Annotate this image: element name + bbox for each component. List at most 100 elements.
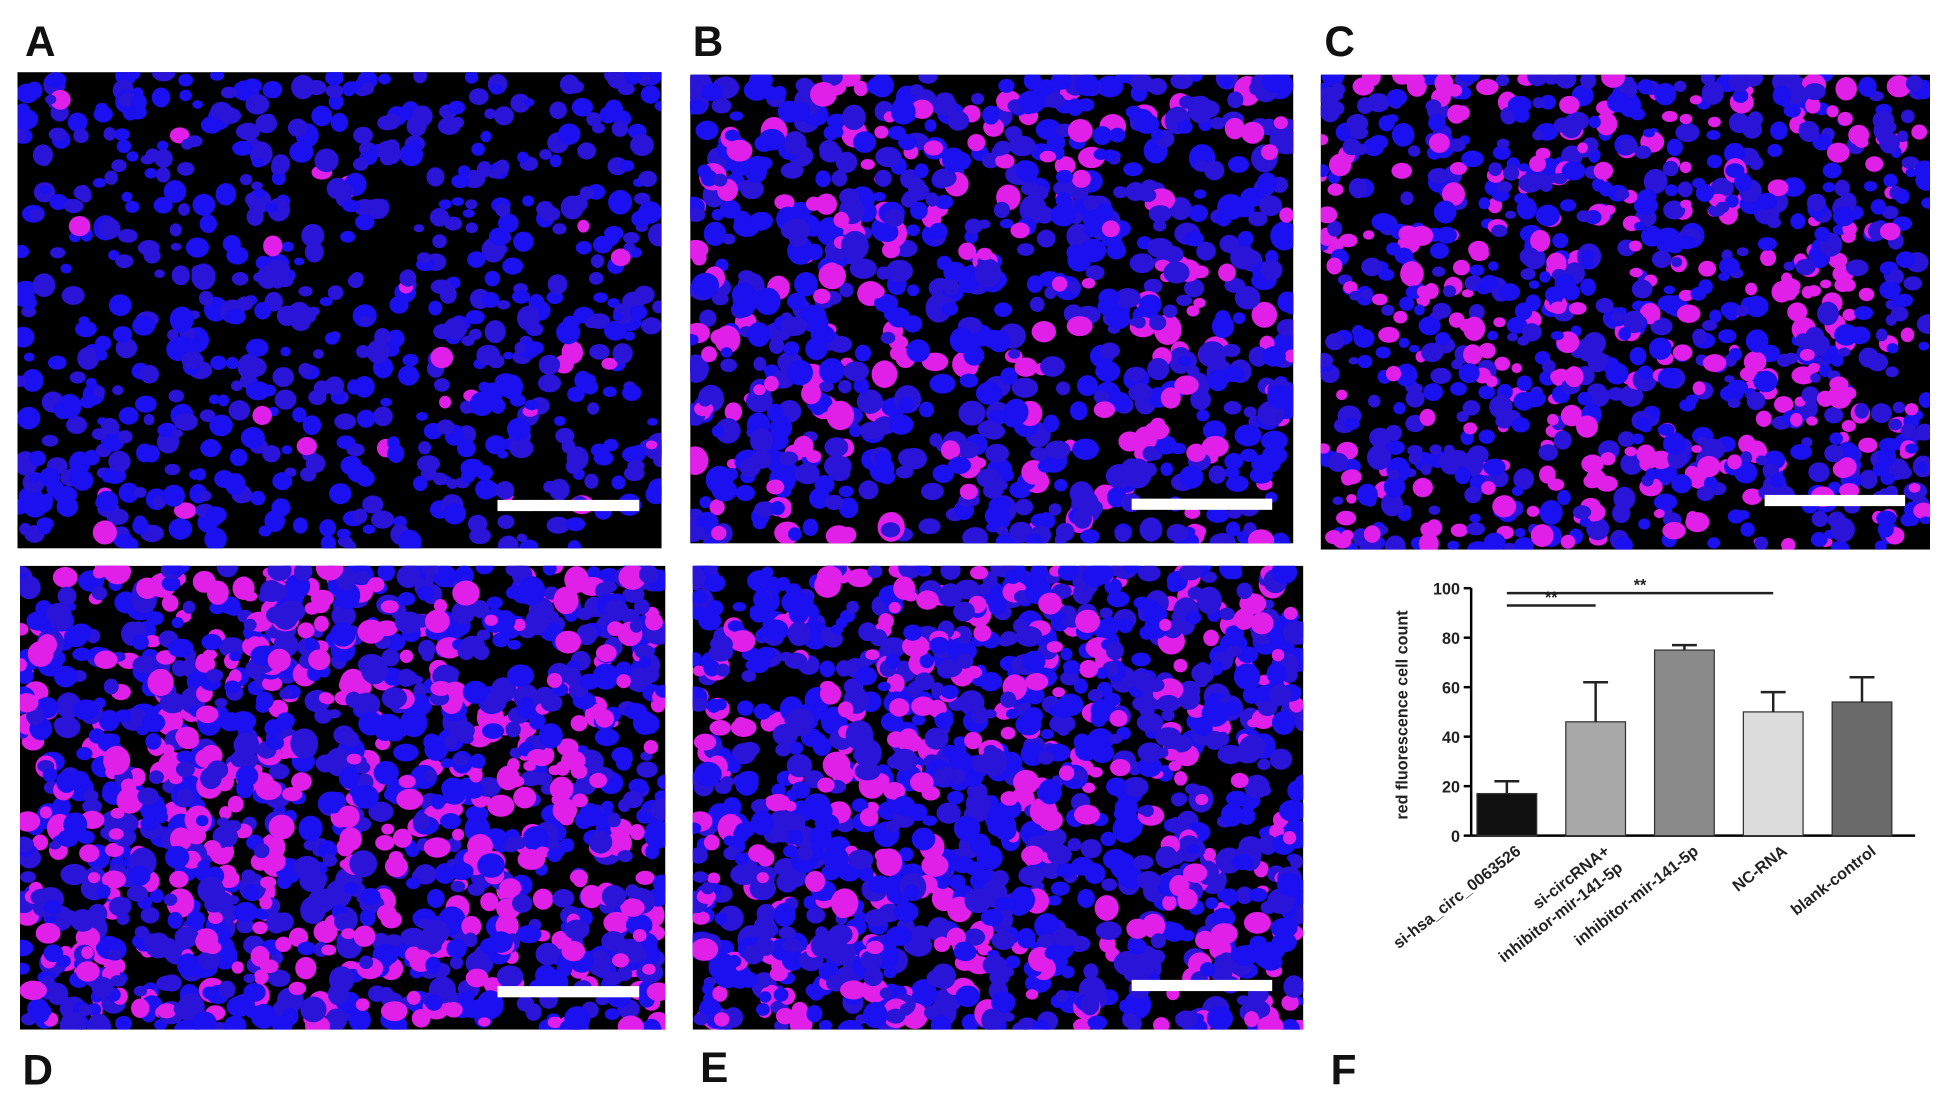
nucleus [1918,341,1930,351]
nucleus [911,713,926,726]
stained-nucleus [411,1009,431,1028]
nucleus [41,434,59,447]
nucleus [1427,167,1450,184]
nucleus [824,494,845,511]
stained-nucleus [1279,207,1294,223]
nucleus [720,358,738,373]
stained-nucleus [1593,161,1614,180]
stained-nucleus [1742,488,1763,505]
nucleus [1011,377,1039,398]
nucleus [1489,394,1513,419]
nucleus [1451,359,1463,370]
nucleus [1753,370,1778,393]
nucleus [460,635,486,656]
nucleus [637,810,651,823]
nucleus [1009,521,1034,543]
nucleus [255,691,274,710]
nucleus [1741,120,1763,139]
nucleus [641,1018,662,1030]
nucleus [731,742,756,765]
nucleus [1090,709,1108,727]
nucleus [1418,316,1441,336]
nucleus [424,738,449,761]
nucleus [1811,510,1829,527]
nucleus [1096,75,1124,98]
stained-nucleus [810,81,837,107]
nucleus [1745,329,1769,353]
stained-nucleus [1685,512,1710,533]
nucleus [924,119,937,132]
nucleus [698,394,713,407]
nucleus [1464,486,1482,504]
stained-nucleus [1434,74,1454,94]
nucleus [1114,526,1131,543]
nucleus [358,711,384,736]
nucleus [1812,133,1833,151]
nucleus [883,966,897,979]
nucleus [440,758,454,769]
nucleus [433,472,448,486]
nucleus [516,925,542,944]
stained-nucleus [813,288,831,304]
nucleus [1503,542,1516,550]
nucleus [934,920,948,935]
nucleus [831,169,848,187]
nucleus [481,382,504,403]
stained-nucleus [577,219,590,233]
stained-nucleus [355,998,370,1011]
stained-nucleus [1745,282,1758,296]
nucleus [841,230,869,262]
stained-nucleus [547,1016,563,1029]
nucleus [509,438,534,459]
stained-nucleus [1416,285,1431,298]
nucleus [1271,710,1296,735]
nucleus [216,817,230,827]
nucleus [353,126,373,144]
nucleus [329,483,352,505]
stained-nucleus [252,921,268,935]
nucleus [91,428,108,441]
nucleus [468,88,489,105]
stained-nucleus [561,340,584,365]
nucleus [943,279,960,296]
nucleus [623,465,645,482]
stained-nucleus [291,772,312,791]
nucleus [739,457,761,478]
stained-nucleus [1828,252,1848,269]
nucleus [906,339,931,363]
stained-nucleus [156,1003,177,1019]
nucleus [1408,452,1423,465]
stained-nucleus [1079,659,1099,678]
stained-nucleus [871,360,898,388]
stained-nucleus [959,483,978,500]
nucleus [838,485,854,498]
nucleus [650,798,666,821]
nucleus [1371,212,1395,231]
nucleus [1076,375,1098,397]
stained-nucleus [1320,443,1330,454]
nucleus [516,699,534,719]
stained-nucleus [173,502,197,519]
nucleus [384,671,399,686]
nucleus [397,365,420,386]
nucleus [1137,806,1150,815]
nucleus [1225,521,1241,537]
nucleus [1586,517,1610,541]
nucleus [1153,219,1167,232]
nucleus [1385,424,1403,442]
nucleus [1408,145,1421,157]
nucleus [191,1011,217,1030]
nucleus [265,911,287,934]
nucleus [1248,887,1268,902]
nucleus [947,110,970,131]
stained-nucleus [262,853,278,868]
stained-nucleus [1218,263,1236,282]
nucleus [1024,686,1045,705]
nucleus [1561,145,1583,167]
nucleus [1579,517,1591,527]
nucleus [240,427,265,449]
stained-nucleus [558,811,575,826]
stained-nucleus [1326,257,1343,275]
nucleus [132,655,158,674]
nucleus [117,430,133,444]
